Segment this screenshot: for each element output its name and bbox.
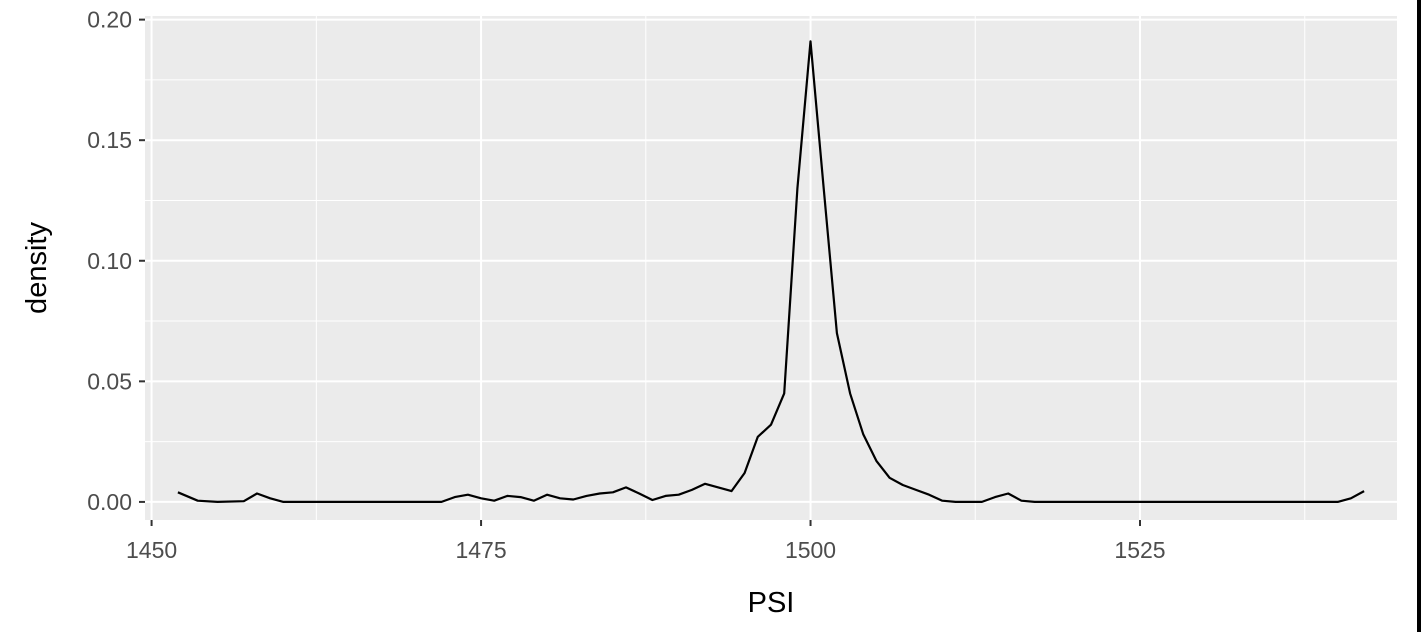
y-tick-label: 0.10	[87, 248, 132, 274]
density-line	[177, 40, 1365, 503]
x-tick-label: 1450	[126, 537, 177, 563]
panel-background	[145, 16, 1397, 520]
y-tick-label: 0.15	[87, 127, 132, 153]
minor-gridlines	[145, 16, 1397, 520]
y-tick-label: 0.20	[87, 7, 132, 33]
y-tick-label: 0.05	[87, 368, 132, 394]
x-tick-label: 1500	[785, 537, 836, 563]
x-tick-label: 1475	[455, 537, 506, 563]
y-tick-label: 0.00	[87, 489, 132, 515]
x-axis-title: PSI	[748, 587, 795, 619]
x-axis-ticks: 1450 1475 1500 1525	[126, 520, 1166, 563]
window-edge	[1417, 0, 1421, 632]
y-axis-title: density	[21, 222, 53, 314]
x-tick-label: 1525	[1114, 537, 1165, 563]
y-axis-ticks: 0.00 0.05 0.10 0.15 0.20	[87, 7, 145, 515]
